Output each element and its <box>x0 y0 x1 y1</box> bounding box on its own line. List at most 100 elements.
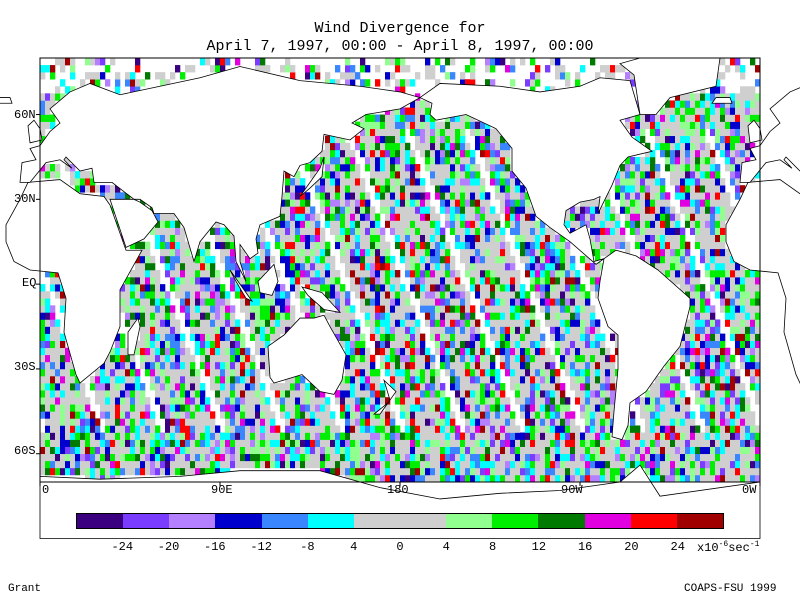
divergence-cell <box>420 354 426 363</box>
divergence-cell <box>425 368 431 377</box>
divergence-cell <box>675 227 681 235</box>
divergence-cell <box>465 411 471 419</box>
divergence-cell <box>400 234 406 243</box>
divergence-cell <box>295 446 301 455</box>
divergence-cell <box>365 312 371 320</box>
divergence-cell <box>580 368 586 377</box>
divergence-cell <box>720 142 726 151</box>
divergence-cell <box>210 439 216 447</box>
divergence-cell <box>695 128 701 137</box>
divergence-cell <box>575 305 581 313</box>
divergence-cell <box>330 425 336 433</box>
divergence-cell <box>120 404 126 412</box>
divergence-cell <box>710 326 716 334</box>
divergence-cell <box>655 255 661 264</box>
divergence-cell <box>105 185 111 193</box>
divergence-cell <box>700 474 706 483</box>
divergence-cell <box>265 291 271 299</box>
divergence-cell <box>480 404 486 412</box>
divergence-cell <box>565 404 571 412</box>
divergence-cell <box>295 432 301 440</box>
divergence-cell <box>645 213 651 221</box>
divergence-cell <box>500 347 506 356</box>
divergence-cell <box>145 284 151 292</box>
divergence-cell <box>190 368 196 377</box>
divergence-cell <box>430 121 436 129</box>
divergence-cell <box>365 270 371 278</box>
divergence-cell <box>555 65 561 73</box>
divergence-cell <box>55 86 61 94</box>
divergence-cell <box>440 284 446 292</box>
divergence-cell <box>650 446 656 455</box>
divergence-cell <box>240 255 246 264</box>
divergence-cell <box>570 467 576 476</box>
divergence-cell <box>470 305 476 313</box>
divergence-cell <box>65 361 71 370</box>
divergence-cell <box>590 312 596 320</box>
divergence-cell <box>150 460 156 469</box>
divergence-cell <box>405 439 411 447</box>
divergence-cell <box>605 192 611 200</box>
divergence-cell <box>285 319 291 327</box>
divergence-cell <box>220 65 226 73</box>
divergence-cell <box>325 291 331 299</box>
divergence-cell <box>705 178 711 186</box>
divergence-cell <box>190 439 196 447</box>
divergence-cell <box>565 411 571 419</box>
divergence-cell <box>325 411 331 419</box>
divergence-cell <box>405 185 411 193</box>
divergence-cell <box>485 305 491 313</box>
divergence-cell <box>365 305 371 313</box>
divergence-cell <box>460 199 466 207</box>
divergence-cell <box>450 270 456 278</box>
divergence-cell <box>190 411 196 419</box>
divergence-cell <box>500 284 506 292</box>
divergence-cell <box>280 65 286 73</box>
divergence-cell <box>670 164 676 172</box>
divergence-cell <box>185 262 191 271</box>
divergence-cell <box>290 255 296 264</box>
divergence-cell <box>395 142 401 151</box>
divergence-cell <box>700 199 706 207</box>
divergence-cell <box>495 432 501 440</box>
divergence-cell <box>725 347 731 356</box>
divergence-cell <box>545 397 551 405</box>
divergence-cell <box>235 270 241 278</box>
divergence-cell <box>570 425 576 433</box>
divergence-cell <box>375 262 381 271</box>
divergence-cell <box>500 305 506 313</box>
divergence-cell <box>220 404 226 412</box>
divergence-cell <box>385 354 391 363</box>
divergence-cell <box>465 164 471 172</box>
divergence-cell <box>505 164 511 172</box>
divergence-cell <box>495 270 501 278</box>
divergence-cell <box>305 404 311 412</box>
divergence-cell <box>400 284 406 292</box>
divergence-cell <box>490 305 496 313</box>
divergence-cell <box>115 185 121 193</box>
divergence-cell <box>70 178 76 186</box>
divergence-cell <box>455 142 461 151</box>
divergence-cell <box>560 291 566 299</box>
divergence-cell <box>300 234 306 243</box>
divergence-cell <box>165 439 171 447</box>
divergence-cell <box>185 241 191 250</box>
divergence-cell <box>335 178 341 186</box>
divergence-cell <box>140 298 146 306</box>
divergence-cell <box>130 376 136 384</box>
divergence-cell <box>290 418 296 426</box>
divergence-cell <box>715 446 721 455</box>
divergence-cell <box>210 432 216 440</box>
divergence-cell <box>160 340 166 349</box>
divergence-cell <box>340 446 346 455</box>
divergence-cell <box>345 390 351 398</box>
divergence-cell <box>255 432 261 440</box>
divergence-cell <box>315 156 321 165</box>
divergence-cell <box>320 185 326 193</box>
divergence-cell <box>50 383 56 391</box>
divergence-cell <box>450 340 456 349</box>
divergence-cell <box>445 333 451 341</box>
divergence-cell <box>675 107 681 115</box>
divergence-cell <box>675 474 681 483</box>
divergence-cell <box>505 298 511 306</box>
